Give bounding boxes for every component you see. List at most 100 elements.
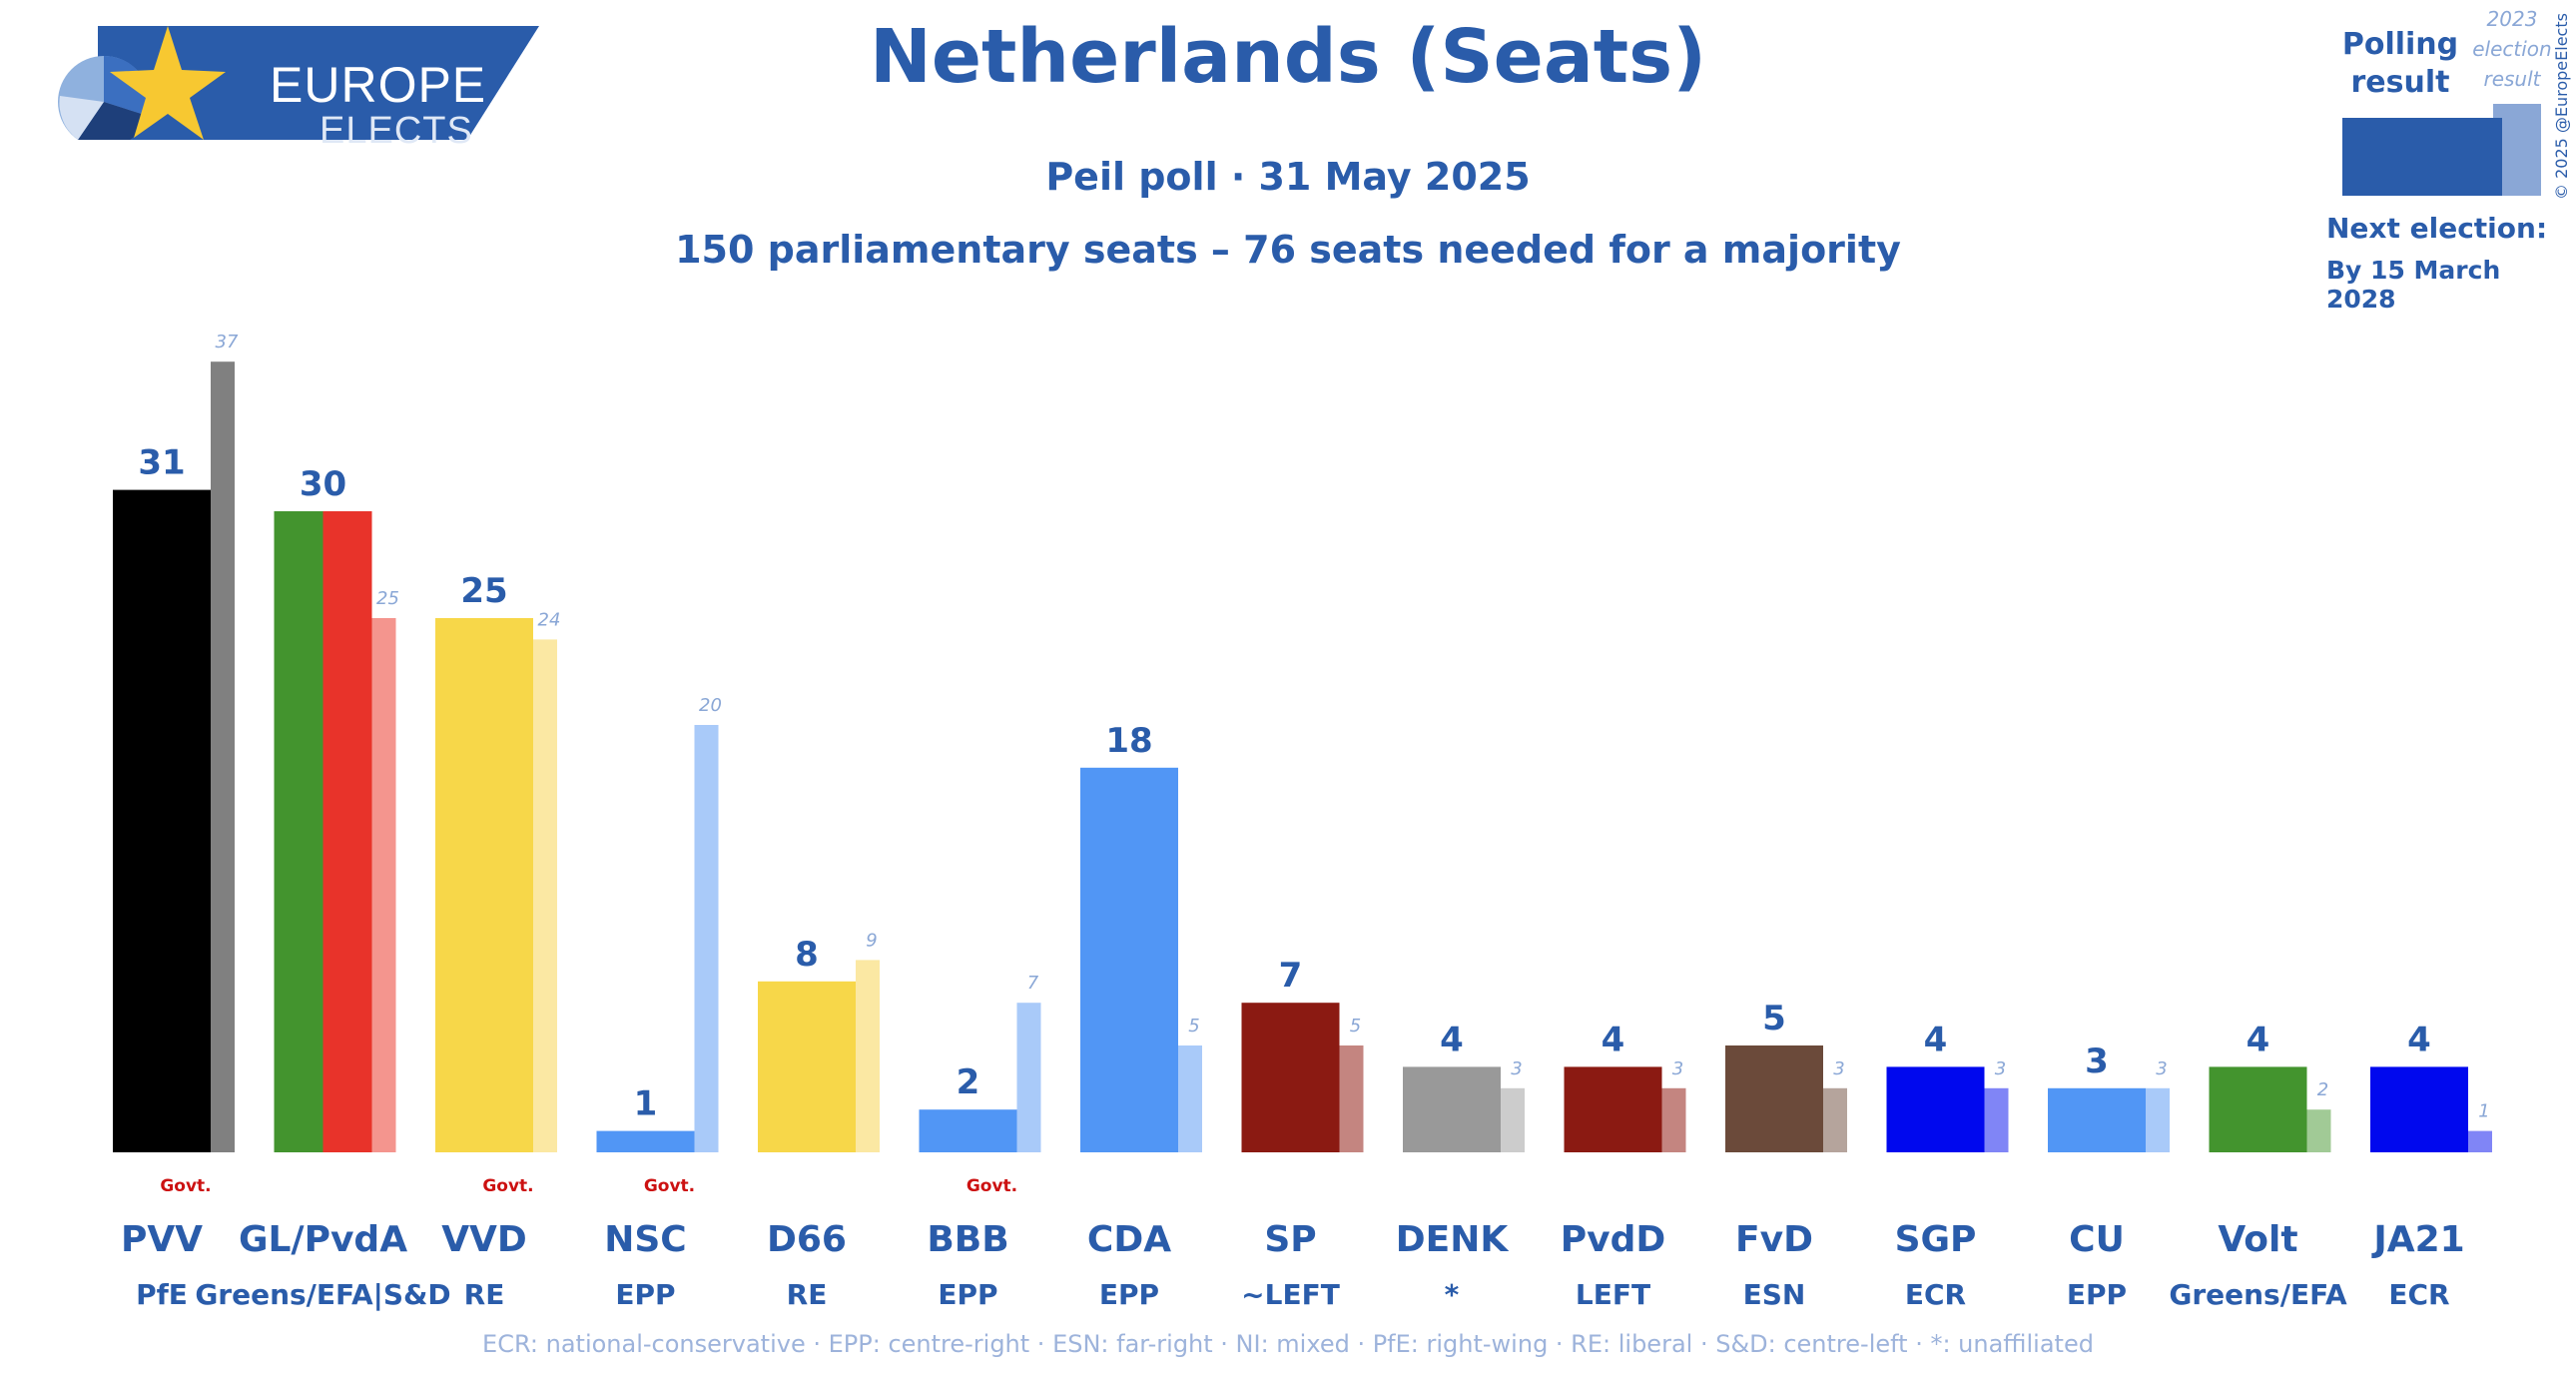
party-name-label: NSC	[604, 1219, 686, 1260]
party-name-label: BBB	[927, 1219, 1008, 1260]
poll-bar-cda	[1080, 767, 1178, 1152]
poll-bar-ja21	[2370, 1066, 2468, 1152]
party-name-label: JA21	[2370, 1219, 2464, 1260]
eu-group-label: *	[1445, 1278, 1460, 1311]
footnote: ECR: national-conservative · EPP: centre…	[482, 1330, 2094, 1358]
party-name-label: PvdD	[1561, 1219, 1666, 1260]
poll-value-label: 25	[460, 571, 507, 611]
eu-group-label: PfE	[136, 1278, 188, 1311]
prev-value-label: 3	[1511, 1058, 1522, 1079]
prev-value-label: 24	[538, 609, 561, 630]
prev-value-label: 5	[1350, 1016, 1361, 1036]
prev-value-label: 5	[1188, 1016, 1199, 1036]
poll-bar-fvd	[1725, 1045, 1823, 1152]
party-name-label: Volt	[2218, 1219, 2297, 1260]
prev-bar-pvdd	[1661, 1087, 1686, 1152]
poll-value-label: 4	[1440, 1020, 1464, 1059]
poll-bar-bbb	[919, 1109, 1017, 1152]
eu-group-label: ECR	[1905, 1278, 1966, 1311]
eu-group-label: LEFT	[1576, 1278, 1650, 1311]
prev-bar-fvd	[1823, 1087, 1847, 1152]
party-name-label: FvD	[1735, 1219, 1813, 1260]
poll-bar-cu	[2048, 1087, 2146, 1152]
party-name-label: SP	[1264, 1219, 1316, 1260]
eu-group-label: ~LEFT	[1241, 1278, 1340, 1311]
poll-value-label: 2	[957, 1062, 980, 1102]
poll-bar-sgp	[1886, 1066, 1985, 1152]
prev-bar-pvv	[211, 361, 235, 1152]
poll-bar-vvd	[435, 618, 533, 1152]
eu-group-label: EPP	[938, 1278, 997, 1311]
europe-elects-logo: EUROPE ELECTS	[48, 26, 539, 152]
poll-value-label: 18	[1105, 721, 1152, 761]
poll-value-label: 1	[634, 1084, 658, 1124]
eu-group-label: Greens/EFA|S&D	[195, 1278, 450, 1311]
eu-group-label: ESN	[1743, 1278, 1806, 1311]
prev-bar-nsc	[694, 725, 719, 1152]
party-name-label: SGP	[1895, 1219, 1977, 1260]
prev-value-label: 1	[2478, 1101, 2489, 1122]
party-name-label: PVV	[121, 1219, 203, 1260]
prev-bar-glpvda	[371, 618, 396, 1152]
poll-bar-volt	[2209, 1066, 2307, 1152]
prev-value-label: 20	[699, 695, 722, 716]
poll-value-label: 4	[2247, 1020, 2270, 1059]
poll-bar-nsc	[596, 1130, 695, 1152]
next-election-label: Next election:	[2326, 212, 2548, 245]
eu-group-label: ECR	[2388, 1278, 2449, 1311]
poll-value-label: 4	[1924, 1020, 1948, 1059]
eu-group-label: EPP	[2067, 1278, 2127, 1311]
poll-bar-pvv	[113, 489, 211, 1153]
prev-value-label: 25	[376, 588, 399, 609]
prev-value-label: 3	[2156, 1058, 2167, 1079]
party-name-label: DENK	[1396, 1219, 1510, 1260]
prev-bar-cda	[1178, 1045, 1202, 1152]
logo-graphic	[58, 26, 539, 149]
page-title: Netherlands (Seats)	[869, 14, 1707, 100]
party-name-label: VVD	[441, 1219, 527, 1260]
poll-value-label: 7	[1279, 956, 1303, 996]
poll-bar-pvdd	[1564, 1066, 1662, 1152]
prev-bar-ja21	[2468, 1130, 2492, 1152]
prev-value-label: 7	[1027, 973, 1039, 994]
prev-value-label: 3	[1833, 1058, 1844, 1079]
govt-marker: Govt.	[966, 1176, 1017, 1196]
govt-marker: Govt.	[482, 1176, 533, 1196]
poll-value-label: 30	[300, 464, 346, 504]
poll-bar-denk	[1403, 1066, 1501, 1152]
party-name-label: D66	[767, 1219, 847, 1260]
poll-value-label: 8	[795, 935, 819, 975]
prev-value-label: 3	[1995, 1058, 2006, 1079]
logo-text-europe: EUROPE	[270, 57, 487, 113]
poll-bar-glpvda-seg0	[274, 511, 323, 1152]
eu-group-label: EPP	[1099, 1278, 1159, 1311]
poll-value-label: 4	[1602, 1020, 1625, 1059]
prev-bar-sgp	[1984, 1087, 2009, 1152]
poll-bar-sp	[1241, 1003, 1340, 1152]
legend-poll-swatch	[2342, 118, 2502, 196]
prev-bar-d66	[856, 960, 880, 1152]
eu-group-label: Greens/EFA	[2169, 1278, 2347, 1311]
eu-group-label: RE	[464, 1278, 505, 1311]
legend-poll-label: Polling result	[2341, 27, 2459, 100]
prev-bar-vvd	[533, 639, 557, 1152]
logo-text-elects: ELECTS	[320, 110, 473, 152]
poll-value-label: 5	[1762, 999, 1786, 1038]
prev-bar-denk	[1501, 1087, 1525, 1152]
govt-marker: Govt.	[160, 1176, 211, 1196]
prev-bar-volt	[2306, 1109, 2331, 1152]
poll-value-label: 3	[2085, 1041, 2109, 1081]
poll-value-label: 4	[2407, 1020, 2431, 1059]
party-name-label: GL/PvdA	[239, 1219, 407, 1260]
party-name-label: CU	[2069, 1219, 2125, 1260]
prev-value-label: 9	[866, 930, 877, 951]
seats-subtitle: 150 parliamentary seats – 76 seats neede…	[675, 228, 1901, 272]
govt-marker: Govt.	[644, 1176, 695, 1196]
poll-bar-glpvda-seg1	[322, 511, 372, 1152]
prev-bar-bbb	[1016, 1003, 1041, 1152]
legend-swatches	[2342, 104, 2541, 196]
party-name-label: CDA	[1087, 1219, 1171, 1260]
prev-value-label: 37	[216, 332, 239, 352]
prev-bar-sp	[1339, 1045, 1364, 1152]
